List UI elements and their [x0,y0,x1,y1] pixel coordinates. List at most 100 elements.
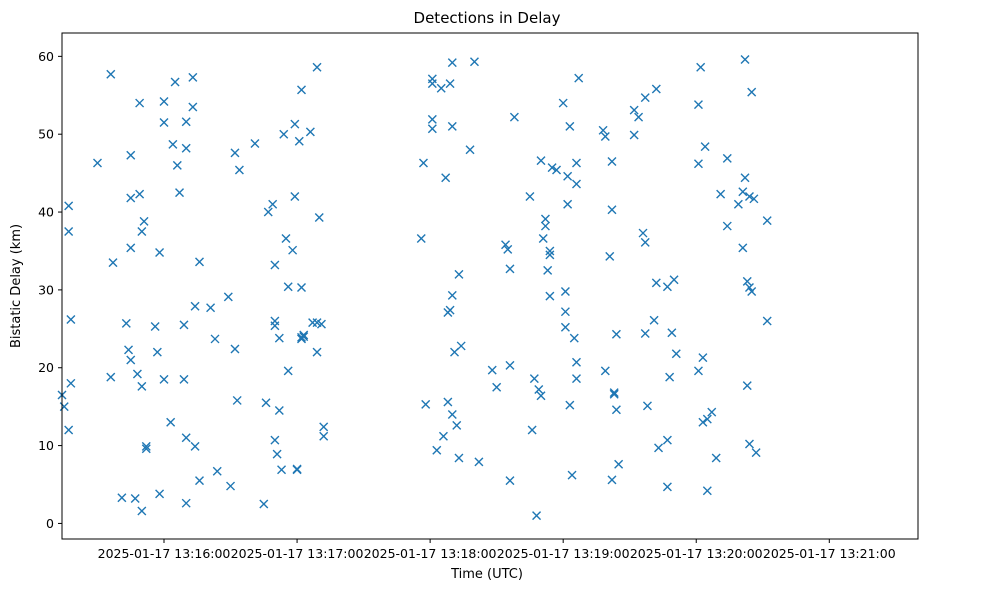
data-point-0-126 [487,365,497,375]
data-point-0-15 [126,243,136,253]
data-point-0-196 [693,100,703,110]
data-point-0-24 [137,506,147,516]
data-point-0-171 [607,475,617,485]
data-point-0-117 [447,409,457,419]
data-point-0-48 [190,301,200,311]
data-point-0-147 [547,163,557,173]
data-point-0-9 [106,372,116,382]
data-point-0-223 [751,448,761,458]
data-point-0-87 [297,283,306,293]
data-point-0-146 [545,291,555,301]
data-point-0-47 [188,72,198,82]
data-point-0-203 [702,414,712,424]
data-point-0-74 [279,129,289,139]
data-point-0-194 [669,275,679,285]
data-point-0-103 [427,79,437,89]
data-point-0-152 [560,322,570,332]
data-point-0-63 [261,398,271,408]
data-point-0-164 [574,73,584,83]
data-point-0-59 [232,395,242,405]
data-point-0-172 [609,389,619,399]
data-point-0-151 [560,307,570,317]
data-point-0-200 [698,417,708,427]
y-axis-label: Bistatic Delay (km) [9,224,24,348]
data-point-0-193 [667,328,677,338]
data-point-0-10 [108,258,118,268]
data-point-0-42 [181,117,191,127]
data-point-0-98 [319,431,329,441]
data-point-0-54 [212,466,222,476]
data-point-0-22 [137,227,147,237]
data-point-0-8 [106,69,116,79]
data-point-0-33 [159,97,169,106]
data-point-0-12 [121,318,131,328]
data-point-0-197 [696,62,706,72]
data-point-0-213 [738,243,748,253]
data-point-0-222 [749,194,759,204]
data-point-0-106 [432,445,442,455]
data-point-0-60 [234,165,244,175]
data-point-0-78 [288,245,298,255]
y-tick-label-2: 20 [38,360,54,375]
data-point-0-169 [607,156,617,166]
data-point-0-69 [270,435,280,445]
data-point-0-155 [563,171,573,181]
data-point-0-11 [117,493,127,503]
data-markers [57,54,772,521]
data-point-0-190 [662,282,672,292]
x-tick-label-5: 2025-01-17 13:21:00 [763,546,896,561]
data-point-0-220 [747,87,757,97]
data-point-0-141 [538,234,548,244]
data-point-0-77 [283,366,293,376]
data-point-0-211 [738,187,748,197]
data-point-0-189 [662,435,672,445]
data-point-0-154 [563,199,573,209]
data-point-0-105 [427,124,437,134]
data-point-0-116 [447,290,457,300]
data-point-0-140 [536,391,546,401]
data-point-0-150 [558,98,568,108]
data-point-0-181 [640,237,650,247]
data-point-0-19 [132,369,142,379]
data-point-0-178 [629,105,639,115]
data-point-0-159 [569,333,579,343]
data-point-0-99 [416,234,426,244]
data-point-0-46 [188,102,198,112]
data-point-0-55 [223,292,233,302]
data-point-0-53 [210,334,220,344]
data-point-0-94 [312,62,322,72]
data-point-0-23 [137,381,147,391]
data-point-0-137 [532,511,542,521]
data-point-0-120 [454,453,464,463]
data-point-0-192 [665,372,675,382]
data-point-0-122 [456,341,466,351]
data-point-0-198 [693,159,703,169]
data-point-0-182 [640,328,650,338]
data-point-0-44 [181,498,191,508]
data-point-0-209 [722,153,732,163]
data-point-0-83 [294,136,304,146]
data-point-0-28 [150,321,160,331]
data-point-0-144 [543,265,553,275]
data-point-0-204 [702,486,712,496]
x-axis-ticks: 2025-01-17 13:16:00 2025-01-17 13:17:00 20… [98,539,896,561]
data-point-0-86 [299,330,309,340]
y-tick-label-5: 50 [38,127,54,142]
data-point-0-168 [605,251,615,261]
data-point-0-108 [438,431,448,441]
data-point-0-202 [700,142,710,152]
data-point-0-16 [126,355,136,365]
data-point-0-6 [66,378,76,388]
data-point-0-49 [190,441,200,451]
data-point-0-210 [733,199,743,209]
y-tick-label-1: 10 [38,438,54,453]
data-point-0-3 [64,227,74,237]
x-axis-label: Time (UTC) [450,567,523,582]
data-point-0-165 [598,125,608,135]
data-point-0-36 [168,139,178,149]
data-point-0-93 [312,347,322,357]
data-point-0-214 [740,54,750,64]
data-point-0-35 [166,417,176,427]
data-point-0-183 [640,93,650,103]
